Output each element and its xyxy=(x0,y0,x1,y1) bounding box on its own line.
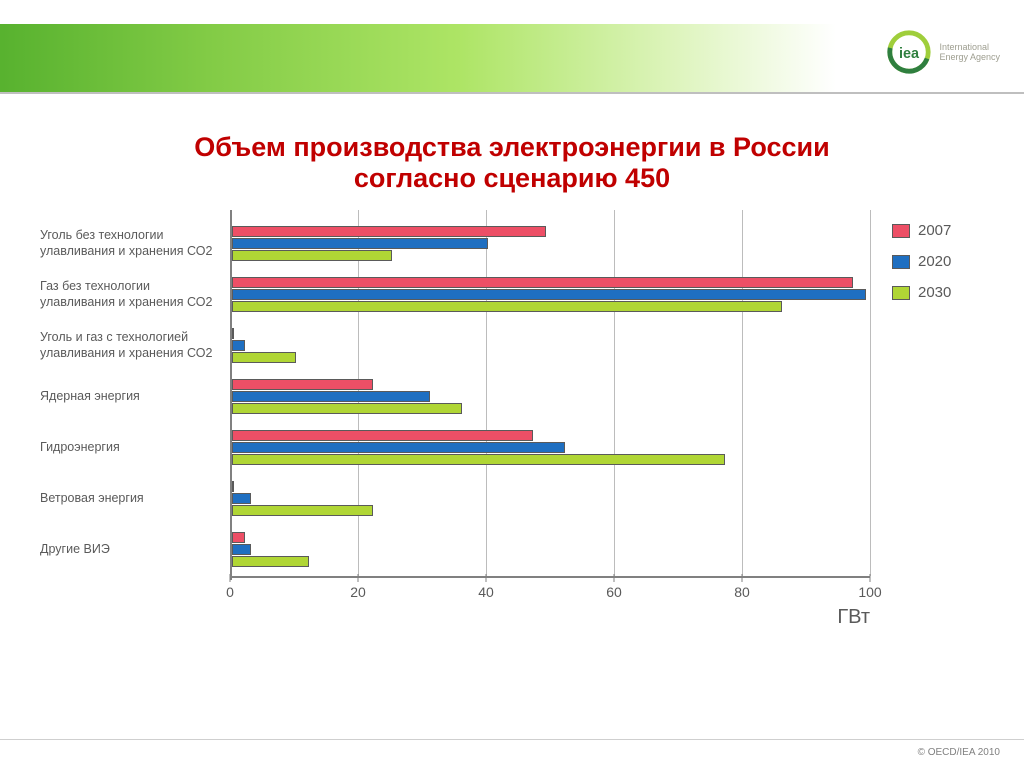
legend-item: 2007 xyxy=(892,222,951,239)
x-tick-mark xyxy=(870,574,871,582)
x-tick-label: 80 xyxy=(734,584,750,600)
bar xyxy=(232,328,234,339)
copyright-text: © OECD/IEA 2010 xyxy=(918,747,1000,758)
x-tick-label: 100 xyxy=(858,584,881,600)
category-label: Ядерная энергия xyxy=(40,382,224,412)
category-label: Другие ВИЭ xyxy=(40,535,224,565)
legend-item: 2030 xyxy=(892,284,951,301)
header-underline xyxy=(0,92,1024,94)
iea-logo-org-name: International Energy Agency xyxy=(939,42,1000,63)
x-tick-label: 20 xyxy=(350,584,366,600)
legend-label: 2020 xyxy=(918,253,951,270)
legend-swatch xyxy=(892,224,910,238)
iea-logo-mark: iea xyxy=(885,28,933,76)
category-label: Газ без технологии улавливания и хранени… xyxy=(40,280,224,310)
bar xyxy=(232,250,392,261)
bar xyxy=(232,277,853,288)
category-label: Уголь и газ с технологией улавливания и … xyxy=(40,331,224,361)
header-banner: iea International Energy Agency xyxy=(0,24,1024,92)
bar xyxy=(232,493,251,504)
legend-item: 2020 xyxy=(892,253,951,270)
bar xyxy=(232,505,373,516)
x-tick-mark xyxy=(742,574,743,582)
bar xyxy=(232,442,565,453)
x-tick-mark xyxy=(614,574,615,582)
bar xyxy=(232,532,245,543)
legend-swatch xyxy=(892,255,910,269)
category-label: Гидроэнергия xyxy=(40,433,224,463)
iea-org-line-1: International xyxy=(939,42,1000,52)
x-tick-label: 0 xyxy=(226,584,234,600)
chart-legend: 2007 2020 2030 xyxy=(892,222,951,315)
bar xyxy=(232,226,546,237)
bar xyxy=(232,481,234,492)
bar xyxy=(232,340,245,351)
category-label: Уголь без технологии улавливания и хране… xyxy=(40,229,224,259)
x-tick-mark xyxy=(230,574,231,582)
iea-logo: iea International Energy Agency xyxy=(885,28,1000,76)
capacity-chart: Уголь без технологии улавливания и хране… xyxy=(40,218,984,618)
x-tick-label: 40 xyxy=(478,584,494,600)
chart-bars xyxy=(232,218,870,576)
bar xyxy=(232,238,488,249)
bar xyxy=(232,430,533,441)
iea-logo-text: iea xyxy=(899,46,920,62)
footer-separator xyxy=(0,739,1024,740)
bar xyxy=(232,544,251,555)
bar xyxy=(232,352,296,363)
x-tick-label: 60 xyxy=(606,584,622,600)
chart-x-ticks: 020406080100 xyxy=(230,580,870,606)
bar xyxy=(232,289,866,300)
legend-label: 2030 xyxy=(918,284,951,301)
gridline xyxy=(870,210,871,576)
header-gradient xyxy=(0,24,836,92)
bar xyxy=(232,391,430,402)
category-label: Ветровая энергия xyxy=(40,484,224,514)
slide-title: Объем производства электроэнергии в Росс… xyxy=(0,132,1024,194)
chart-x-axis-label: ГВт xyxy=(230,606,870,629)
iea-org-line-2: Energy Agency xyxy=(939,52,1000,62)
bar xyxy=(232,403,462,414)
legend-swatch xyxy=(892,286,910,300)
legend-label: 2007 xyxy=(918,222,951,239)
bar xyxy=(232,454,725,465)
x-tick-mark xyxy=(358,574,359,582)
bar xyxy=(232,379,373,390)
chart-plot-area xyxy=(230,218,870,578)
x-tick-mark xyxy=(486,574,487,582)
bar xyxy=(232,301,782,312)
bar xyxy=(232,556,309,567)
